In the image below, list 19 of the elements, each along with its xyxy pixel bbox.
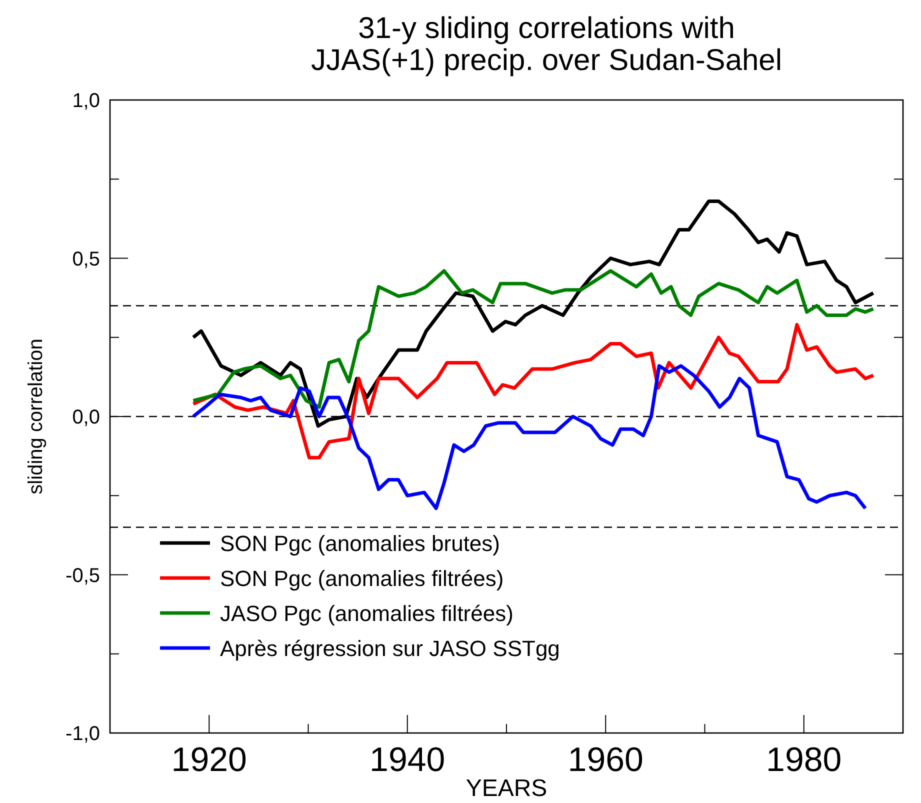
line-series	[192, 269, 876, 409]
legend-label: SON Pgc (anomalies brutes)	[220, 531, 500, 556]
line-series	[192, 364, 868, 510]
legend-label: SON Pgc (anomalies filtrées)	[220, 566, 504, 591]
y-tick-label: 1,0	[72, 90, 100, 112]
legend-label: JASO Pgc (anomalies filtrées)	[220, 601, 514, 626]
y-tick-label: 0,5	[72, 248, 100, 270]
x-axis-title: YEARS	[466, 775, 548, 802]
x-tick-label: 1980	[766, 741, 842, 779]
legend-label: Après régression sur JASO SSTgg	[220, 636, 560, 661]
line-series	[192, 322, 876, 460]
y-tick-label: -1,0	[66, 723, 100, 745]
x-tick-label: 1920	[171, 741, 247, 779]
chart-title: 31-y sliding correlations with JJAS(+1) precip. over Sudan-Sahel	[310, 12, 782, 77]
x-tick-label: 1940	[370, 741, 446, 779]
y-axis-title: sliding correlation	[25, 338, 47, 494]
y-tick-label: -0,5	[66, 564, 100, 587]
x-tick-label: 1960	[568, 741, 644, 779]
y-tick-label: 0,0	[72, 406, 100, 428]
